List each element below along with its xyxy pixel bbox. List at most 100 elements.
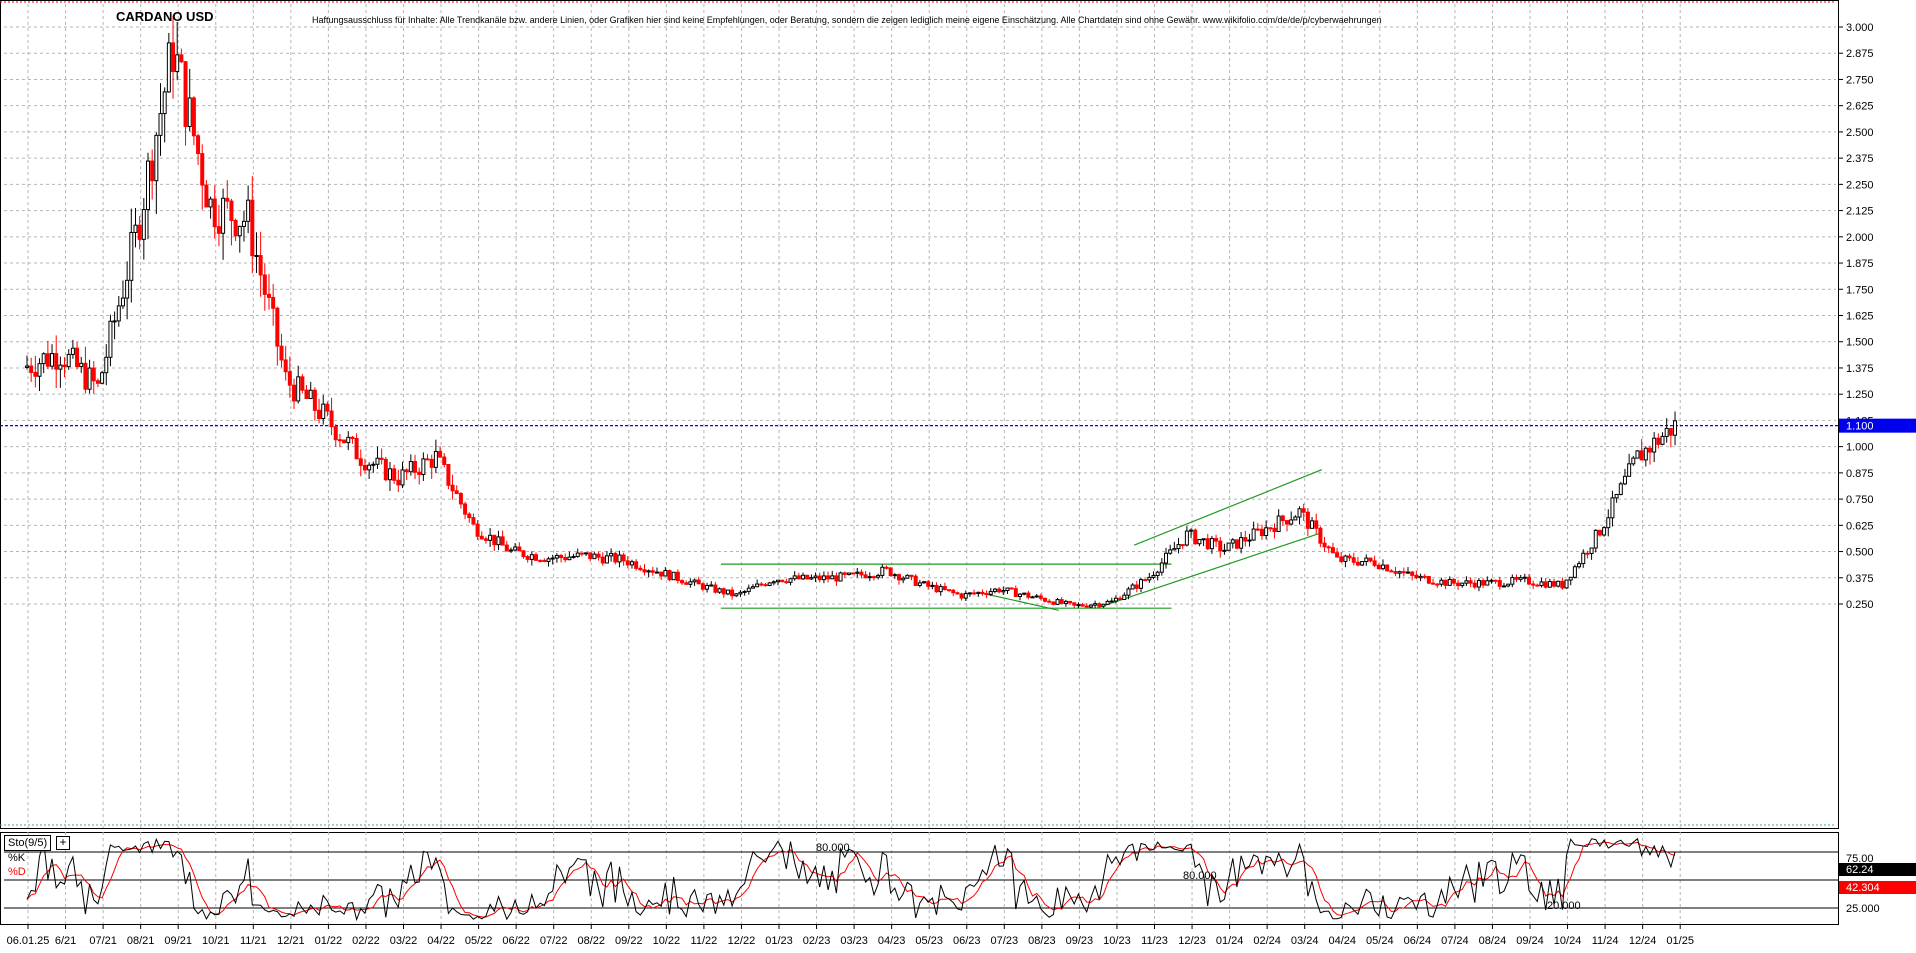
candle-body: [1468, 580, 1473, 584]
candle-body: [1043, 597, 1048, 602]
candle-body: [1351, 557, 1356, 563]
candle-body: [1647, 447, 1652, 453]
candle-body: [801, 574, 806, 580]
candle-body: [1168, 549, 1173, 554]
candle-body: [826, 575, 831, 580]
indicator-name-box[interactable]: Sto(9/5): [4, 835, 52, 851]
candle-body: [592, 553, 597, 560]
candle-body: [992, 588, 997, 592]
candle-body: [33, 371, 38, 377]
time-tick-label: 12/23: [1178, 935, 1206, 947]
candle-body: [91, 367, 96, 382]
candle-body: [204, 184, 209, 208]
candle-body: [1122, 594, 1127, 600]
candle-body: [1138, 579, 1143, 589]
candle-body: [1034, 595, 1039, 598]
candle-body: [667, 570, 672, 581]
candle-body: [842, 572, 847, 575]
candle-body: [1109, 600, 1114, 603]
candle-body: [500, 536, 505, 546]
candle-body: [638, 567, 643, 571]
candle-body: [1527, 576, 1531, 585]
candle-body: [1276, 515, 1281, 533]
time-tick-label: 09/21: [164, 935, 192, 947]
candle-body: [1497, 580, 1502, 587]
candle-body: [896, 574, 901, 581]
price-tick-label: 2.250: [1846, 179, 1874, 191]
time-tick-label: 03/23: [840, 935, 868, 947]
time-tick-label: 06/23: [953, 935, 981, 947]
candle-body: [742, 590, 747, 593]
d-value-badge: [1839, 881, 1916, 894]
candle-body: [755, 583, 760, 588]
indicator-expand-button[interactable]: +: [56, 836, 70, 850]
candle-body: [1643, 447, 1648, 461]
candle-body: [392, 468, 397, 481]
time-tick-label: 05/24: [1366, 935, 1394, 947]
candle-body: [1401, 571, 1406, 574]
time-tick-label: 6/21: [55, 935, 76, 947]
candle-body: [909, 574, 914, 577]
candle-body: [1101, 603, 1106, 607]
candle-body: [846, 572, 851, 575]
candle-body: [1285, 520, 1290, 525]
candle-body: [1414, 574, 1419, 579]
candle-body: [1076, 604, 1081, 607]
candle-body: [1397, 571, 1402, 574]
candle-body: [1635, 450, 1640, 459]
candle-body: [162, 91, 167, 115]
osc-axis-25-label: 25.000: [1846, 903, 1880, 915]
candle-body: [321, 403, 326, 420]
candle-body: [538, 559, 543, 562]
price-tick-label: 1.625: [1846, 311, 1874, 323]
candle-body: [212, 198, 217, 228]
candle-body: [650, 570, 655, 573]
candle-body: [1539, 581, 1544, 587]
candle-body: [1593, 529, 1598, 549]
candle-body: [258, 255, 263, 276]
candle-body: [1180, 544, 1185, 547]
time-tick-label: 07/22: [540, 935, 568, 947]
candle-body: [1372, 560, 1377, 566]
candle-body: [942, 586, 947, 591]
candle-body: [1209, 538, 1214, 550]
candle-body: [1009, 587, 1014, 590]
candle-body: [1264, 527, 1269, 537]
candle-body: [1360, 561, 1365, 566]
candle-body: [830, 575, 835, 580]
candle-body: [930, 584, 935, 587]
candle-body: [1543, 581, 1548, 588]
osc-axis-75-label: 75.00: [1846, 853, 1874, 865]
candle-body: [362, 464, 367, 471]
candle-body: [1618, 483, 1623, 495]
candle-body: [1063, 600, 1068, 604]
candle-body: [229, 200, 234, 221]
candle-body: [191, 97, 196, 137]
time-tick-label: 10/24: [1554, 935, 1582, 947]
time-tick-label: 08/24: [1479, 935, 1507, 947]
candle-body: [1030, 596, 1035, 599]
candle-body: [317, 409, 322, 420]
candle-layer: [25, 15, 1678, 609]
candle-body: [1272, 527, 1277, 533]
candle-body: [1451, 578, 1456, 584]
label-layer: CARDANO USD Haftungsausschluss für Inhal…: [8, 9, 1581, 912]
candle-body: [1189, 529, 1194, 532]
candle-body: [1088, 604, 1093, 608]
disclaimer-text: Haftungsausschluss für Inhalte: Alle Tre…: [312, 15, 1382, 25]
candle-body: [567, 556, 572, 561]
candle-body: [1389, 570, 1394, 573]
candle-body: [554, 554, 559, 559]
candle-body: [254, 255, 259, 258]
price-tick-label: 1.250: [1846, 389, 1874, 401]
price-tick-label: 0.875: [1846, 468, 1874, 480]
price-tick-label: 1.875: [1846, 258, 1874, 270]
candle-body: [312, 389, 317, 411]
candle-body: [721, 588, 726, 595]
candle-body: [196, 135, 201, 155]
candle-body: [171, 42, 176, 73]
candle-body: [1501, 585, 1506, 588]
candle-body: [1118, 597, 1123, 600]
plus-icon: +: [59, 835, 67, 849]
